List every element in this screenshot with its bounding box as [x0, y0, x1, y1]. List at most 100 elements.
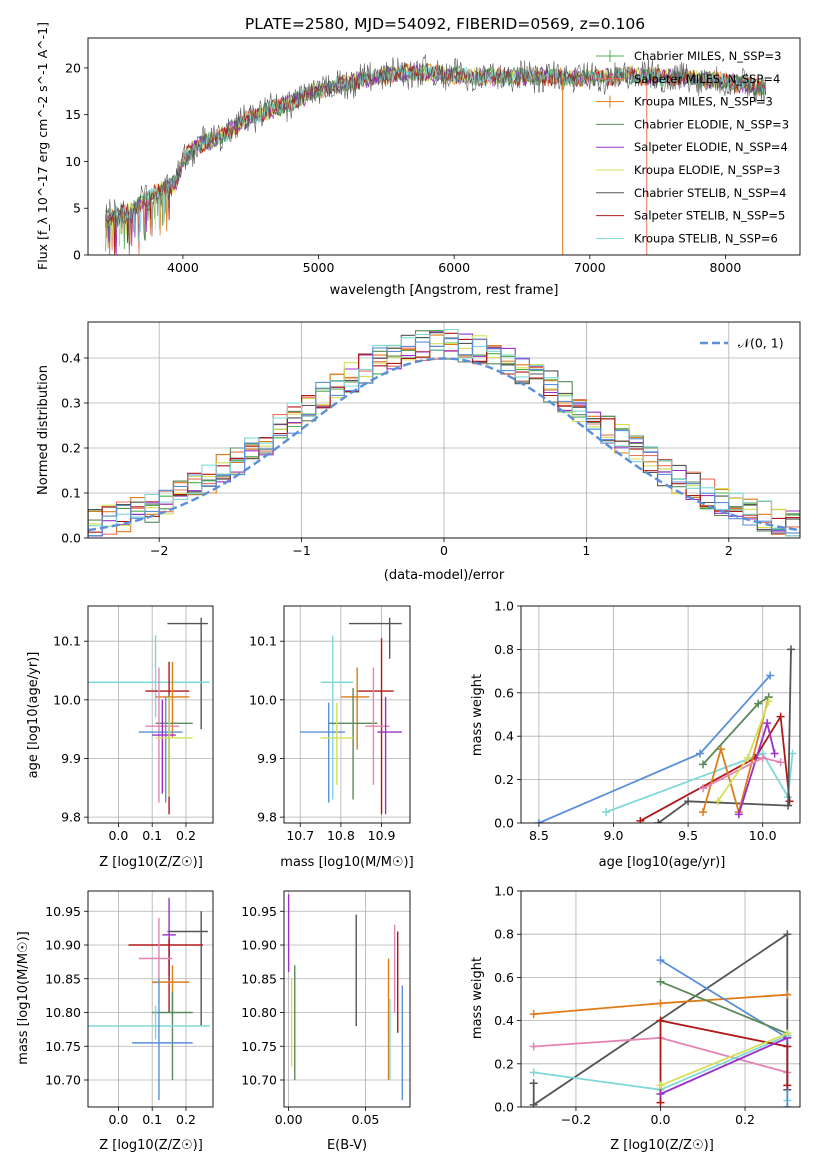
y-tick-label: 10.1	[53, 634, 81, 649]
axes-frame	[87, 890, 214, 1108]
axes-frame	[520, 605, 801, 824]
y-tick-label: 0	[73, 248, 81, 263]
y-tick-label: 0.2	[61, 441, 81, 456]
legend-entry-label: Salpeter ELODIE, N_SSP=4	[634, 140, 788, 154]
y-tick-label: 1.0	[494, 599, 514, 614]
massweight-marker	[734, 810, 743, 819]
spectrum-series-line	[105, 63, 766, 255]
massweight-marker	[776, 712, 785, 721]
spectrum-series-line	[105, 63, 766, 255]
massweight-line	[702, 696, 770, 816]
axes-frame	[87, 605, 214, 824]
y-tick-label: 10.90	[45, 938, 81, 953]
legend-entry-label: Salpeter STELIB, N_SSP=5	[634, 209, 785, 223]
y-tick-label: 0.6	[494, 685, 514, 700]
massweight-marker	[656, 1081, 665, 1090]
massweight-marker	[656, 1098, 665, 1107]
massweight-marker	[699, 760, 708, 769]
y-tick-label: 10.85	[241, 971, 277, 986]
x-tick-label: 6000	[438, 260, 470, 275]
massweight-line	[737, 719, 776, 815]
plot-area	[88, 322, 800, 538]
y-tick-label: 10.95	[241, 904, 277, 919]
x-tick-label: 2	[725, 543, 733, 558]
x-tick-label: 0.05	[352, 1112, 380, 1127]
age-vs-mass-panel: 10.7 10.8 10.9 9.8 9.9 10.0 10.1	[249, 605, 411, 843]
histogram-step	[88, 328, 800, 537]
spectrum-panel: 4000 5000 6000 7000 8000 0 5 10 15 20 Chabrier MIL…	[65, 37, 801, 275]
massweight-line	[660, 1037, 788, 1095]
massweight-marker	[783, 990, 792, 999]
massweight-marker	[684, 797, 693, 806]
legend-entry-label: Chabrier ELODIE, N_SSP=3	[634, 117, 789, 131]
x-tick-label: 8000	[710, 260, 742, 275]
massweight-marker	[656, 977, 665, 986]
mwAge-xlabel: age [log10(age/yr)]	[599, 855, 726, 870]
massweight-marker	[602, 808, 611, 817]
massweight-marker	[758, 753, 767, 762]
massweight-marker	[783, 1042, 792, 1051]
y-tick-label: 10.80	[241, 1005, 277, 1020]
massweight-marker	[534, 819, 543, 823]
x-tick-label: 9.0	[604, 828, 624, 843]
massweight-marker	[529, 1042, 538, 1051]
x-tick-label: 7000	[574, 260, 606, 275]
y-tick-label: 1.0	[494, 884, 514, 899]
plot-area	[521, 606, 800, 823]
x-tick-label: 0.0	[108, 828, 128, 843]
y-tick-label: 9.8	[61, 810, 81, 825]
y-tick-label: 0.4	[494, 1013, 514, 1028]
y-tick-label: 0.1	[61, 486, 81, 501]
y-tick-label: 10.0	[53, 692, 81, 707]
legend-normal-label: 𝒩(0, 1)	[738, 336, 784, 351]
massweight-marker	[656, 1016, 665, 1025]
spectrum-series-line	[105, 54, 766, 255]
y-tick-label: 10.90	[241, 938, 277, 953]
legend-entry-label: Salpeter MILES, N_SSP=4	[634, 72, 780, 86]
massweight-marker	[699, 808, 708, 817]
massweight-marker	[656, 956, 665, 965]
massweight-marker	[783, 930, 792, 939]
x-tick-label: 0.0	[108, 1112, 128, 1127]
y-tick-label: 10.75	[241, 1039, 277, 1054]
massweight-vs-metallicity-panel: −0.2 0.0 0.2 0.0 0.2 0.4 0.6 0.8 1.0	[494, 884, 801, 1127]
x-tick-label: 4000	[167, 260, 199, 275]
y-tick-label: 10	[65, 154, 81, 169]
plot-area	[521, 891, 800, 1107]
x-tick-label: −1	[292, 543, 310, 558]
x-tick-label: −2	[150, 543, 168, 558]
y-tick-label: 0.8	[494, 927, 514, 942]
massweight-marker	[713, 797, 722, 806]
massweight-line	[660, 1032, 788, 1087]
massweight-marker	[784, 801, 793, 810]
y-tick-label: 10.85	[45, 971, 81, 986]
axes-frame	[520, 890, 801, 1108]
y-tick-label: 0.4	[61, 351, 81, 366]
mwZ-xlabel: Z [log10(Z/Z☉)]	[610, 1138, 714, 1153]
massweight-marker	[743, 753, 752, 762]
massZ-xlabel: Z [log10(Z/Z☉)]	[99, 1138, 203, 1153]
x-tick-label: 0.2	[176, 828, 196, 843]
y-tick-label: 0.2	[494, 1056, 514, 1071]
massweight-marker	[776, 758, 785, 767]
massweight-marker	[654, 819, 663, 823]
massweight-line	[717, 701, 770, 802]
y-tick-label: 5	[73, 201, 81, 216]
massweight-marker	[763, 719, 772, 728]
spectrum-series-line	[105, 62, 766, 255]
massZ-ylabel: mass [log10(M/M☉)]	[16, 931, 31, 1064]
massweight-line	[657, 649, 792, 823]
x-tick-label: 1	[582, 543, 590, 558]
ageM-xlabel: mass [log10(M/M☉)]	[280, 855, 413, 870]
normal-curve	[88, 357, 798, 532]
y-tick-label: 10.75	[45, 1039, 81, 1054]
massweight-marker	[785, 797, 794, 806]
spectrum-ylabel: Flux [f_λ 10^-17 erg cm^-2 s^-1 A^-1]	[35, 22, 50, 270]
histogram-step	[88, 338, 800, 537]
massweight-marker	[716, 745, 725, 754]
x-tick-label: 0.1	[142, 828, 162, 843]
y-tick-label: 9.9	[61, 751, 81, 766]
y-tick-label: 20	[65, 60, 81, 75]
plot-area	[88, 606, 213, 823]
